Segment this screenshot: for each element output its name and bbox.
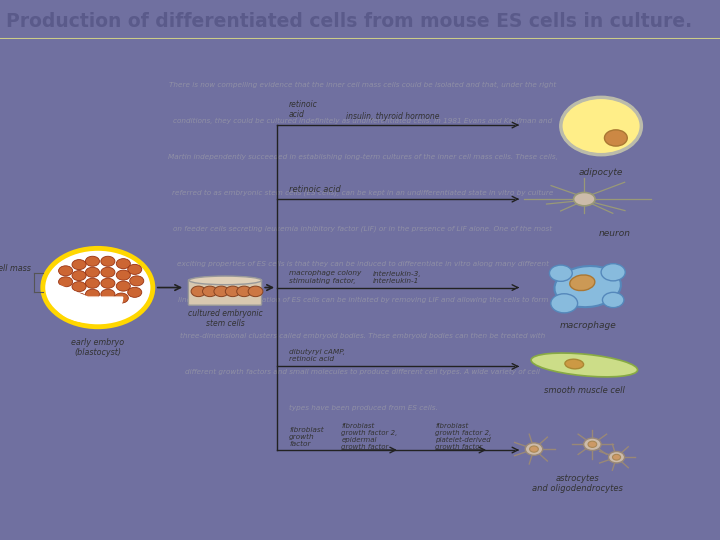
- Text: early embryo
(blastocyst): early embryo (blastocyst): [71, 338, 125, 357]
- Circle shape: [116, 270, 130, 280]
- Circle shape: [202, 286, 217, 296]
- Circle shape: [72, 271, 86, 281]
- Circle shape: [86, 256, 99, 266]
- Text: smooth muscle cell: smooth muscle cell: [544, 387, 625, 395]
- Circle shape: [72, 281, 86, 292]
- Text: types have been produced from ES cells.: types have been produced from ES cells.: [289, 404, 437, 411]
- Text: on feeder cells secreting leukemia inhibitory factor (LIF) or in the presence of: on feeder cells secreting leukemia inhib…: [174, 225, 552, 232]
- Text: dibutyryl cAMP,
retinoic acid: dibutyryl cAMP, retinoic acid: [289, 349, 345, 362]
- Ellipse shape: [565, 359, 584, 369]
- Circle shape: [601, 264, 625, 281]
- Circle shape: [551, 294, 577, 313]
- Circle shape: [214, 286, 229, 296]
- Text: insulin, thyroid hormone: insulin, thyroid hormone: [346, 112, 440, 121]
- Wedge shape: [53, 285, 122, 322]
- Circle shape: [526, 443, 543, 455]
- Circle shape: [86, 278, 99, 288]
- Text: astrocytes
and oligodendrocytes: astrocytes and oligodendrocytes: [532, 474, 623, 494]
- Text: Martin independently succeeded in establishing long-term cultures of the inner c: Martin independently succeeded in establ…: [168, 154, 558, 160]
- Circle shape: [86, 289, 99, 299]
- Circle shape: [127, 287, 142, 298]
- Circle shape: [613, 454, 621, 460]
- Text: fibroblast
growth factor 2,
platelet-derived
growth factor: fibroblast growth factor 2, platelet-der…: [436, 423, 492, 450]
- Text: conditions, they could be cultured indefinitely as undifferentiated cells. In 19: conditions, they could be cultured indef…: [174, 118, 552, 124]
- Text: interleukin-3,
interleukin-1: interleukin-3, interleukin-1: [373, 271, 422, 284]
- Circle shape: [603, 292, 624, 308]
- Circle shape: [86, 267, 99, 277]
- FancyBboxPatch shape: [189, 279, 261, 305]
- Circle shape: [130, 276, 144, 286]
- Ellipse shape: [554, 266, 621, 307]
- Text: referred to as embryonic stem cells (ES cells), can be kept in an undifferentiat: referred to as embryonic stem cells (ES …: [172, 190, 554, 196]
- Circle shape: [72, 293, 86, 303]
- Circle shape: [549, 265, 572, 281]
- Circle shape: [101, 278, 115, 288]
- Circle shape: [605, 130, 627, 146]
- Circle shape: [116, 259, 130, 269]
- Circle shape: [101, 256, 115, 266]
- Text: exciting properties of ES cells is that they can be induced to differentiate in : exciting properties of ES cells is that …: [177, 261, 549, 267]
- Text: neuron: neuron: [598, 229, 631, 238]
- Circle shape: [588, 441, 597, 448]
- Text: cultured embryonic
stem cells: cultured embryonic stem cells: [188, 309, 263, 328]
- Circle shape: [42, 248, 153, 327]
- Circle shape: [116, 281, 130, 291]
- Text: retinoic acid: retinoic acid: [289, 185, 341, 194]
- Ellipse shape: [570, 275, 595, 291]
- Text: There is now compelling evidence that the inner cell mass cells could be isolate: There is now compelling evidence that th…: [169, 82, 557, 88]
- Circle shape: [58, 277, 73, 287]
- Text: different growth factors and small molecules to produce different cell types. A : different growth factors and small molec…: [186, 369, 540, 375]
- Circle shape: [114, 293, 128, 303]
- Circle shape: [237, 286, 251, 296]
- Circle shape: [530, 446, 539, 452]
- Text: fibroblast
growth
factor: fibroblast growth factor: [289, 427, 324, 447]
- Text: macrophage colony
stimulating factor,: macrophage colony stimulating factor,: [289, 271, 361, 284]
- Ellipse shape: [189, 276, 261, 285]
- Circle shape: [191, 286, 206, 296]
- Circle shape: [101, 289, 115, 299]
- Text: retinoic
acid: retinoic acid: [289, 100, 318, 119]
- Text: three-dimensional clusters called embryoid bodies. These embryoid bodies can the: three-dimensional clusters called embryo…: [180, 333, 546, 339]
- Circle shape: [584, 438, 601, 450]
- Circle shape: [225, 286, 240, 296]
- Circle shape: [58, 266, 73, 276]
- Circle shape: [72, 260, 86, 269]
- Text: Production of differentiated cells from mouse ES cells in culture.: Production of differentiated cells from …: [6, 12, 692, 31]
- Circle shape: [608, 451, 624, 463]
- Circle shape: [127, 265, 142, 274]
- Ellipse shape: [574, 192, 595, 206]
- Text: adipocyte: adipocyte: [579, 168, 624, 177]
- Text: cells of inner cell mass: cells of inner cell mass: [0, 264, 31, 273]
- Circle shape: [561, 97, 642, 154]
- Circle shape: [248, 286, 263, 296]
- Circle shape: [101, 267, 115, 277]
- Text: macrophage: macrophage: [559, 321, 616, 330]
- Ellipse shape: [531, 353, 637, 377]
- Text: lineages. The differentiation of ES cells can be initiated by removing LIF and a: lineages. The differentiation of ES cell…: [178, 297, 548, 303]
- Text: fibroblast
growth factor 2,
epidermal
growth factor: fibroblast growth factor 2, epidermal gr…: [341, 423, 397, 450]
